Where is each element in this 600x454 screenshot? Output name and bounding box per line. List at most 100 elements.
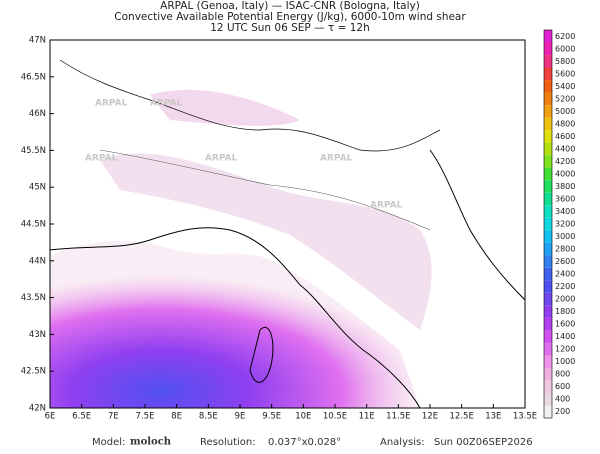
colorbar-swatch [544, 392, 552, 406]
lon-label: 12.5E [450, 412, 474, 422]
colorbar-label: 5800 [555, 57, 575, 66]
colorbar-label: 3200 [555, 220, 575, 229]
lat-label: 43.5N [21, 293, 46, 303]
lat-label: 47N [29, 36, 46, 46]
colorbar-label: 4600 [555, 132, 575, 141]
colorbar-swatch [544, 405, 552, 418]
coastline [429, 149, 525, 301]
colorbar-swatch [544, 380, 552, 393]
colorbar-swatch [544, 342, 552, 356]
colorbar-swatch [544, 280, 552, 293]
colorbar-swatch [544, 367, 552, 381]
lat-label: 44N [29, 256, 46, 266]
colorbar-swatch [544, 142, 552, 156]
lat-label: 45N [29, 183, 46, 193]
region-border [99, 149, 431, 231]
colorbar-swatch [544, 317, 552, 331]
lat-label: 46N [29, 109, 46, 119]
lon-label: 9E [235, 412, 246, 422]
lon-label: 7.5E [136, 412, 155, 422]
lon-label: 13.5E [513, 412, 537, 422]
footer-value: moloch [130, 437, 172, 448]
watermark: ARPAL [150, 99, 183, 109]
colorbar-swatch [544, 105, 552, 118]
colorbar-label: 2600 [555, 257, 575, 266]
footer-value: 0.037°x0.028° [268, 437, 341, 448]
colorbar-swatch [544, 217, 552, 231]
footer-label: Model: [92, 437, 125, 448]
colorbar-label: 1200 [555, 345, 575, 354]
colorbar-label: 800 [555, 370, 570, 379]
colorbar-label: 1800 [555, 307, 575, 316]
title-line-1: ARPAL (Genoa, Italy) — ISAC-CNR (Bologna… [160, 0, 420, 12]
lat-label: 43N [29, 330, 46, 340]
colorbar-swatch [544, 55, 552, 68]
footer-label: Resolution: [200, 437, 256, 448]
lon-label: 8E [171, 412, 182, 422]
colorbar-frame [543, 29, 553, 419]
colorbar-label: 3600 [555, 194, 575, 203]
title-line-3: 12 UTC Sun 06 SEP — τ = 12h [210, 22, 369, 34]
colorbar-label: 5400 [555, 82, 575, 91]
lon-label: 13E [485, 412, 501, 422]
colorbar-label: 3000 [555, 232, 575, 241]
colorbar-label: 4000 [555, 169, 575, 178]
colorbar-label: 4800 [555, 119, 575, 128]
colorbar-swatch [544, 42, 552, 56]
colorbar-swatch [544, 355, 552, 368]
colorbar-swatch [544, 30, 552, 43]
axis-labels: 47N 46.5N 46N 45.5N 45N 44.5N 44N 43.5N 43N 42.5N… [21, 36, 537, 422]
colorbar-label: 2800 [555, 245, 575, 254]
lon-label: 9.5E [262, 412, 281, 422]
lon-label: 10E [295, 412, 311, 422]
colorbar-swatch [544, 305, 552, 318]
footer-label: Analysis: [380, 437, 425, 448]
lat-label: 46.5N [21, 72, 46, 82]
colorbar-label: 5200 [555, 94, 575, 103]
colorbar-label: 1600 [555, 320, 575, 329]
watermark: ARPAL [320, 154, 353, 164]
colorbar-swatch [544, 80, 552, 93]
colorbar-label: 5000 [555, 107, 575, 116]
colorbar-label: 6000 [555, 44, 575, 53]
watermark: ARPAL [85, 154, 118, 164]
watermark: ARPAL [95, 99, 128, 109]
land-field [100, 153, 432, 330]
lon-label: 6E [45, 412, 56, 422]
colorbar-label: 6200 [555, 32, 575, 41]
colorbar-swatch [544, 180, 552, 193]
colorbar-label: 3400 [555, 207, 575, 216]
colorbar-label: 400 [555, 395, 570, 404]
colorbar-swatch [544, 67, 552, 81]
colorbar-swatch [544, 255, 552, 268]
colorbar-swatch [544, 330, 552, 343]
coastline [50, 227, 421, 408]
lat-label: 45.5N [21, 146, 46, 156]
watermark: ARPAL [370, 201, 403, 211]
colorbar-swatch [544, 267, 552, 281]
colorbar-label: 4400 [555, 144, 575, 153]
colorbar-label: 600 [555, 382, 570, 391]
colorbar-label: 2200 [555, 282, 575, 291]
lat-label: 42.5N [21, 367, 46, 377]
lon-label: 12E [422, 412, 438, 422]
colorbar-label: 2000 [555, 295, 575, 304]
colorbar-swatch [544, 205, 552, 218]
lat-label: 42N [29, 404, 46, 414]
watermark: ARPAL [205, 154, 238, 164]
colorbar-label: 1000 [555, 357, 575, 366]
lon-label: 8.5E [199, 412, 218, 422]
colorbar-swatch [544, 130, 552, 143]
colorbar-swatch [544, 167, 552, 181]
sea-field [50, 240, 420, 408]
lon-label: 10.5E [323, 412, 347, 422]
colorbar-swatch [544, 230, 552, 243]
colorbar-swatch [544, 242, 552, 256]
lat-label: 44.5N [21, 220, 46, 230]
colorbar-label: 2400 [555, 270, 575, 279]
colorbar-label: 5600 [555, 69, 575, 78]
colorbar-swatch [544, 92, 552, 106]
colorbar-label: 200 [555, 407, 570, 416]
lon-label: 11E [359, 412, 375, 422]
